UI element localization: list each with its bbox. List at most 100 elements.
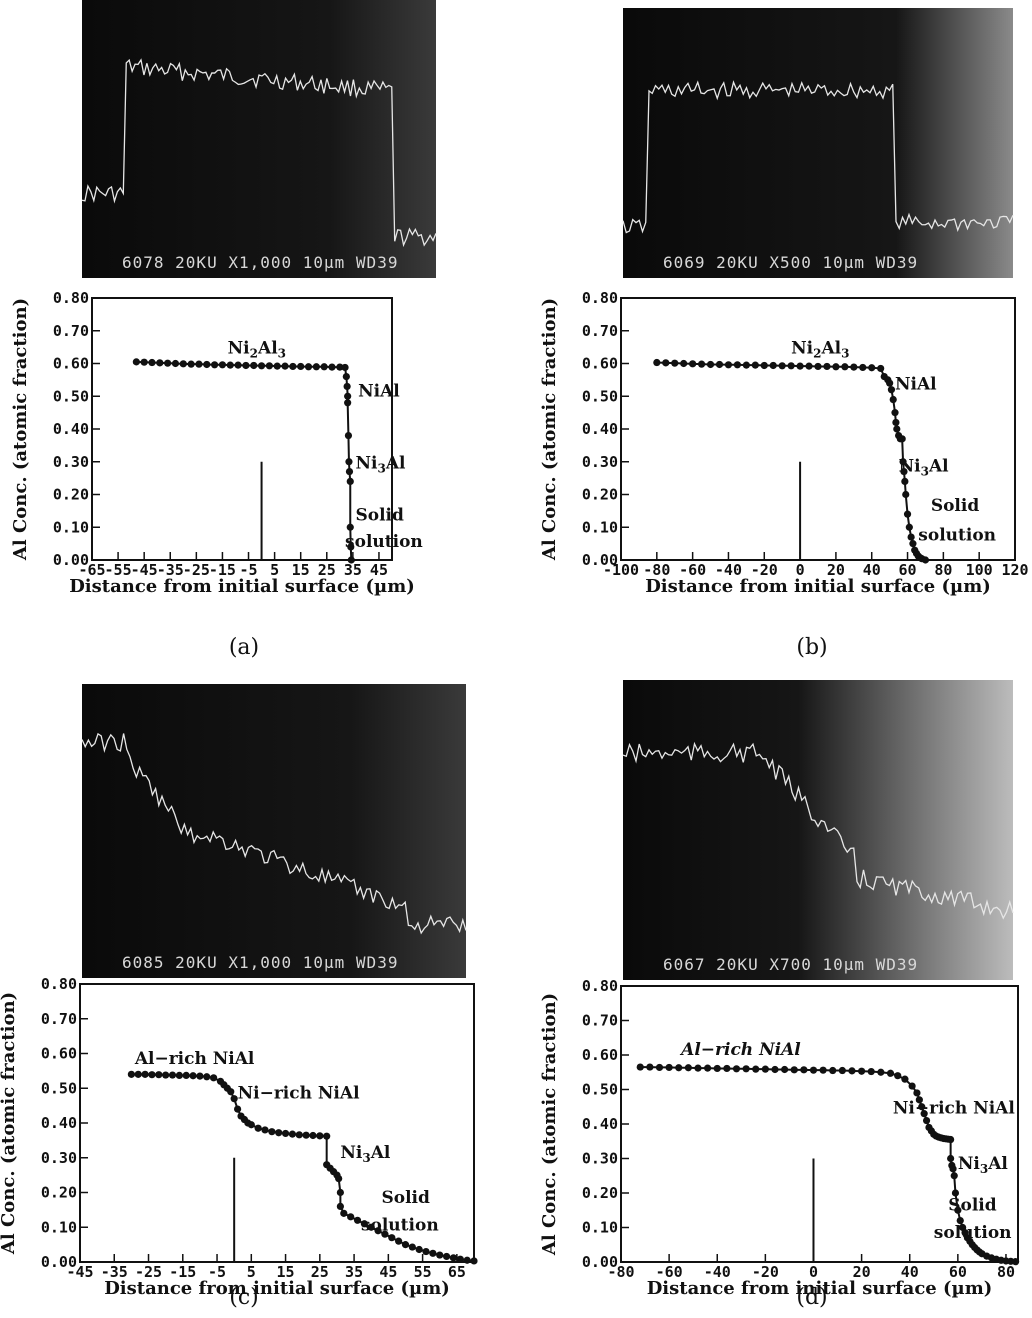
x-tick-label: -100 bbox=[603, 561, 639, 579]
data-point bbox=[901, 1075, 909, 1083]
data-point bbox=[769, 361, 777, 370]
phase-annotation: Al−rich NiAl bbox=[679, 1040, 801, 1060]
sem-linescan-trace bbox=[622, 80, 1014, 234]
data-point bbox=[309, 1131, 317, 1140]
data-point bbox=[636, 1063, 644, 1071]
data-point bbox=[829, 1066, 837, 1075]
data-point bbox=[715, 360, 724, 369]
y-tick-label: 0.60 bbox=[41, 1045, 77, 1063]
data-point bbox=[316, 1132, 324, 1140]
data-point bbox=[858, 1067, 866, 1075]
data-point bbox=[723, 1064, 731, 1073]
data-point bbox=[273, 362, 281, 370]
data-point bbox=[320, 363, 328, 371]
y-tick-label: 0.00 bbox=[582, 551, 618, 569]
data-point bbox=[140, 358, 148, 366]
data-point bbox=[922, 1116, 931, 1125]
sem-linescan-trace bbox=[622, 741, 1014, 920]
data-point bbox=[344, 431, 353, 440]
y-tick-label: 0.40 bbox=[41, 1114, 77, 1132]
sem-linescan-trace bbox=[81, 732, 467, 935]
x-tick-label: -65 bbox=[78, 561, 105, 579]
data-point bbox=[787, 362, 795, 370]
x-tick-label: -25 bbox=[183, 561, 210, 579]
data-point bbox=[790, 1066, 798, 1074]
data-point bbox=[227, 1088, 235, 1096]
x-axis-label: Distance from initial surface (µm) bbox=[104, 1278, 450, 1299]
data-point bbox=[347, 556, 355, 564]
data-point bbox=[752, 1065, 760, 1073]
x-tick-label: -80 bbox=[643, 561, 670, 579]
data-point bbox=[297, 362, 305, 371]
data-point bbox=[742, 1065, 750, 1073]
data-point bbox=[268, 1128, 276, 1136]
y-tick-label: 0.80 bbox=[582, 977, 618, 995]
data-point bbox=[155, 1071, 163, 1079]
y-axis-label: Al Conc. (atomic fraction) bbox=[10, 298, 31, 561]
x-tick-label: -40 bbox=[715, 561, 742, 579]
y-tick-label: 0.30 bbox=[582, 1150, 618, 1168]
data-point bbox=[242, 361, 250, 370]
data-point bbox=[168, 1071, 177, 1079]
data-point bbox=[261, 1126, 269, 1134]
phase-annotation: Ni3Al bbox=[355, 453, 406, 475]
x-tick-label: -55 bbox=[105, 561, 132, 579]
sem-label: 6078 20KU X1,000 10µm WD39 bbox=[122, 253, 398, 272]
data-point bbox=[662, 359, 670, 367]
data-point bbox=[848, 1067, 856, 1075]
y-tick-label: 0.20 bbox=[582, 1184, 618, 1202]
phase-annotation: Ni−rich NiAl bbox=[893, 1099, 1015, 1119]
y-tick-label: 0.30 bbox=[582, 453, 618, 471]
data-point bbox=[218, 361, 227, 369]
x-tick-label: 40 bbox=[863, 561, 881, 579]
data-point bbox=[704, 1064, 712, 1072]
x-tick-label: 60 bbox=[949, 1263, 967, 1281]
data-point bbox=[902, 490, 910, 499]
data-point bbox=[346, 477, 354, 485]
data-point bbox=[353, 1216, 362, 1224]
data-point bbox=[275, 1129, 283, 1137]
phase-annotation: Al−rich NiAl bbox=[134, 1049, 255, 1069]
y-tick-label: 0.20 bbox=[53, 486, 89, 504]
data-point bbox=[336, 1202, 344, 1210]
data-point bbox=[733, 361, 742, 369]
x-tick-label: 45 bbox=[370, 561, 388, 579]
x-tick-label: -15 bbox=[209, 561, 236, 579]
x-tick-label: 120 bbox=[1001, 561, 1028, 579]
data-point bbox=[892, 418, 900, 427]
data-point bbox=[877, 1068, 885, 1076]
data-point bbox=[800, 1066, 808, 1074]
data-point bbox=[732, 1065, 741, 1073]
x-tick-label: -60 bbox=[679, 561, 706, 579]
data-point bbox=[132, 358, 140, 366]
data-point bbox=[345, 458, 353, 466]
x-tick-label: 80 bbox=[934, 561, 952, 579]
data-point bbox=[127, 1070, 135, 1078]
sem-label: 6067 20KU X700 10µm WD39 bbox=[663, 955, 918, 974]
x-tick-label: 5 bbox=[270, 561, 279, 579]
data-point bbox=[771, 1065, 779, 1074]
x-tick-label: 65 bbox=[448, 1263, 466, 1281]
data-point bbox=[436, 1251, 444, 1259]
y-tick-label: 0.70 bbox=[53, 322, 89, 340]
data-point bbox=[347, 543, 355, 551]
data-point bbox=[360, 1220, 368, 1228]
x-tick-label: 35 bbox=[344, 561, 362, 579]
plot-frame bbox=[79, 983, 475, 1263]
phase-annotation: NiAl bbox=[358, 381, 400, 401]
y-tick-label: 0.20 bbox=[582, 486, 618, 504]
y-tick-label: 0.30 bbox=[41, 1149, 77, 1167]
data-point bbox=[162, 1071, 170, 1079]
data-point bbox=[302, 1131, 310, 1139]
y-tick-label: 0.00 bbox=[53, 551, 89, 569]
data-point bbox=[694, 1064, 702, 1072]
panel-d: 6067 20KU X700 10µm WD39 0.00 0.10 0.20 0.30… bbox=[539, 680, 1020, 1310]
data-point bbox=[838, 1066, 846, 1075]
data-point bbox=[141, 1070, 149, 1078]
x-axis-label: Distance from initial surface (µm) bbox=[645, 576, 991, 597]
y-tick-label: 0.50 bbox=[582, 1081, 618, 1099]
x-tick-label: 55 bbox=[414, 1263, 432, 1281]
data-point bbox=[381, 1230, 389, 1238]
panel-caption: (a) bbox=[229, 635, 259, 660]
data-point bbox=[164, 359, 172, 367]
